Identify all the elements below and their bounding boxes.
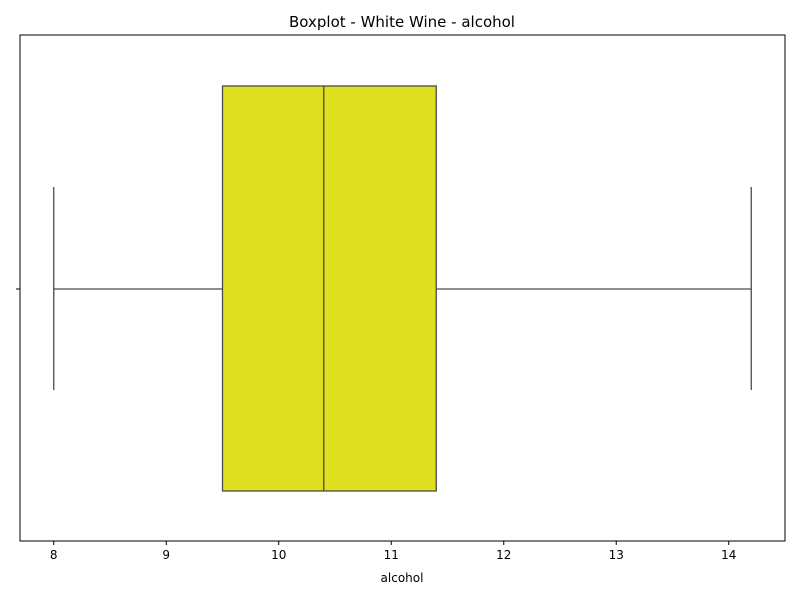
x-tick-label: 8 (50, 548, 58, 562)
x-tick-label: 13 (609, 548, 624, 562)
x-tick-label: 10 (271, 548, 286, 562)
chart-title: Boxplot - White Wine - alcohol (289, 13, 515, 31)
plot-area-frame (19, 34, 786, 542)
x-axis-label: alcohol (381, 571, 424, 585)
x-tick-label: 9 (162, 548, 170, 562)
x-tick-label: 11 (384, 548, 399, 562)
x-tick-label: 12 (496, 548, 511, 562)
box-and-whiskers (53, 85, 752, 492)
x-axis-ticks: 8 9 10 11 12 13 14 (50, 541, 736, 562)
iqr-box (221, 85, 437, 492)
x-tick-label: 14 (721, 548, 736, 562)
